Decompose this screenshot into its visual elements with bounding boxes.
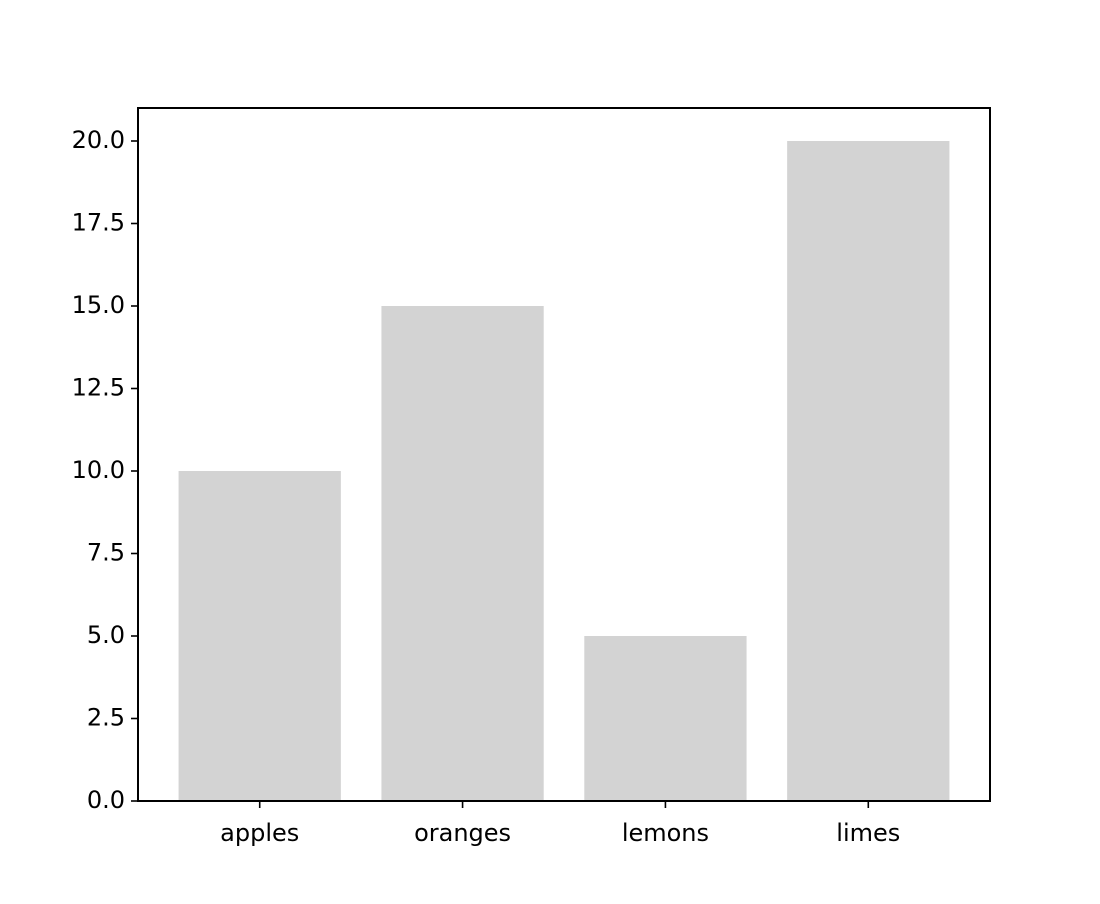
x-tick-label-limes: limes: [836, 819, 900, 847]
bars-layer: [178, 141, 950, 801]
y-tick-label: 0.0: [87, 786, 125, 814]
y-axis-ticks: 0.0 2.5 5.0 7.5 10.0 12.5 15.0 17.5 20.0: [72, 126, 138, 814]
y-tick-label: 12.5: [72, 374, 125, 402]
y-tick-label: 10.0: [72, 456, 125, 484]
bar-limes: [787, 141, 950, 801]
bar-lemons: [584, 636, 747, 801]
x-tick-label-apples: apples: [220, 819, 299, 847]
x-axis-ticks: apples oranges lemons limes: [220, 801, 900, 847]
y-tick-label: 5.0: [87, 621, 125, 649]
y-tick-label: 20.0: [72, 126, 125, 154]
y-tick-label: 2.5: [87, 704, 125, 732]
y-tick-label: 17.5: [72, 209, 125, 237]
x-tick-label-lemons: lemons: [622, 819, 709, 847]
y-tick-label: 7.5: [87, 539, 125, 567]
bar-apples: [178, 471, 341, 801]
x-tick-label-oranges: oranges: [414, 819, 511, 847]
y-tick-label: 15.0: [72, 291, 125, 319]
axes-frame: [137, 107, 991, 802]
bar-oranges: [381, 306, 544, 801]
